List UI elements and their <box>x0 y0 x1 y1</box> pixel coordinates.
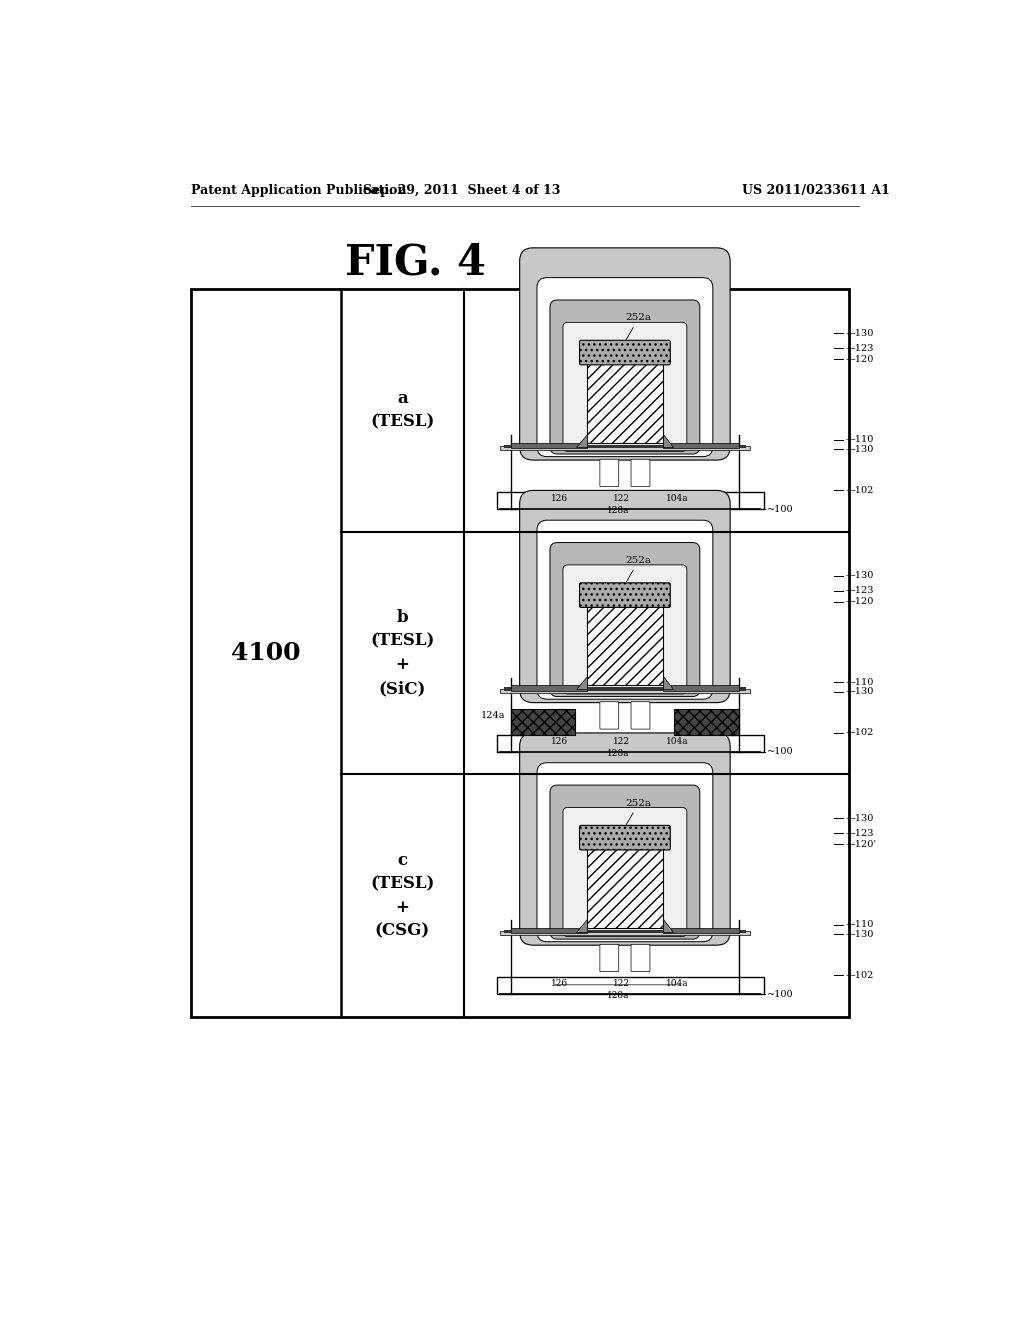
Bar <box>497 492 764 510</box>
Polygon shape <box>577 919 587 932</box>
Bar <box>500 931 750 936</box>
Text: Patent Application Publication: Patent Application Publication <box>190 185 407 197</box>
FancyBboxPatch shape <box>580 825 671 850</box>
Text: 252a: 252a <box>626 313 651 339</box>
FancyBboxPatch shape <box>537 520 713 700</box>
FancyBboxPatch shape <box>580 341 671 364</box>
Bar <box>497 735 764 752</box>
FancyBboxPatch shape <box>550 543 699 697</box>
Text: 104a: 104a <box>666 495 688 503</box>
Text: c
(TESL)
+
(CSG): c (TESL) + (CSG) <box>371 851 434 940</box>
Bar <box>497 977 764 994</box>
Text: 128a: 128a <box>606 748 629 758</box>
FancyBboxPatch shape <box>600 702 618 729</box>
FancyBboxPatch shape <box>563 808 687 936</box>
Text: —120: —120 <box>846 597 874 606</box>
Bar <box>511 685 587 690</box>
Text: —130: —130 <box>846 445 874 454</box>
Bar <box>663 928 739 933</box>
Polygon shape <box>663 919 674 932</box>
Text: —130: —130 <box>846 572 874 581</box>
FancyBboxPatch shape <box>580 583 671 607</box>
Text: —102: —102 <box>846 486 874 495</box>
Text: ~100: ~100 <box>767 504 794 513</box>
Text: 4100: 4100 <box>231 642 300 665</box>
Text: —120': —120' <box>846 840 877 849</box>
Text: —130: —130 <box>846 814 874 822</box>
FancyBboxPatch shape <box>631 702 650 729</box>
Text: —130: —130 <box>846 329 874 338</box>
Text: ~100: ~100 <box>767 990 794 999</box>
Bar <box>504 688 746 690</box>
FancyBboxPatch shape <box>550 300 699 454</box>
Text: US 2011/0233611 A1: US 2011/0233611 A1 <box>742 185 890 197</box>
Polygon shape <box>663 434 674 446</box>
FancyBboxPatch shape <box>631 944 650 972</box>
FancyBboxPatch shape <box>519 491 730 702</box>
Bar <box>511 928 587 933</box>
Text: —110: —110 <box>846 677 874 686</box>
FancyBboxPatch shape <box>537 277 713 457</box>
Bar <box>663 442 739 449</box>
Text: —123: —123 <box>846 343 874 352</box>
Bar <box>504 931 746 933</box>
Bar <box>190 289 849 1016</box>
Bar <box>663 685 739 690</box>
Bar <box>675 709 739 735</box>
Polygon shape <box>577 434 587 446</box>
Text: —130: —130 <box>846 688 874 696</box>
Text: 128a: 128a <box>606 991 629 1001</box>
Text: FIG. 4: FIG. 4 <box>345 242 486 284</box>
Polygon shape <box>663 676 674 689</box>
Text: a
(TESL): a (TESL) <box>371 391 434 430</box>
Text: 126: 126 <box>551 495 567 503</box>
Bar <box>500 446 750 450</box>
Text: 104a: 104a <box>666 737 688 746</box>
Polygon shape <box>577 676 587 689</box>
Text: 252a: 252a <box>626 556 651 582</box>
Text: 126: 126 <box>551 737 567 746</box>
Bar <box>587 363 663 442</box>
FancyBboxPatch shape <box>600 944 618 972</box>
Text: 126: 126 <box>551 979 567 989</box>
Text: —110: —110 <box>846 920 874 929</box>
Text: b
(TESL)
+
(SiC): b (TESL) + (SiC) <box>371 610 434 697</box>
FancyBboxPatch shape <box>563 322 687 451</box>
Bar <box>504 445 746 449</box>
Text: —123: —123 <box>846 829 874 838</box>
Bar <box>587 606 663 685</box>
Text: 122: 122 <box>613 495 630 503</box>
Text: 128a: 128a <box>606 506 629 515</box>
Text: —102: —102 <box>846 970 874 979</box>
FancyBboxPatch shape <box>631 459 650 487</box>
Bar <box>511 709 575 735</box>
FancyBboxPatch shape <box>600 459 618 487</box>
Text: ~100: ~100 <box>767 747 794 756</box>
Text: 104a: 104a <box>666 979 688 989</box>
Bar <box>500 689 750 693</box>
Bar <box>511 442 587 449</box>
FancyBboxPatch shape <box>519 733 730 945</box>
Text: —110: —110 <box>846 436 874 444</box>
Text: —130: —130 <box>846 929 874 939</box>
Text: —102: —102 <box>846 729 874 737</box>
Text: 122: 122 <box>613 737 630 746</box>
Text: 122: 122 <box>613 979 630 989</box>
FancyBboxPatch shape <box>519 248 730 461</box>
FancyBboxPatch shape <box>563 565 687 694</box>
FancyBboxPatch shape <box>550 785 699 939</box>
Text: 124a: 124a <box>481 711 506 719</box>
Text: —123: —123 <box>846 586 874 595</box>
Text: —120: —120 <box>846 355 874 363</box>
Bar <box>587 849 663 928</box>
Text: 252a: 252a <box>626 799 651 825</box>
FancyBboxPatch shape <box>537 763 713 941</box>
Text: Sep. 29, 2011  Sheet 4 of 13: Sep. 29, 2011 Sheet 4 of 13 <box>362 185 560 197</box>
